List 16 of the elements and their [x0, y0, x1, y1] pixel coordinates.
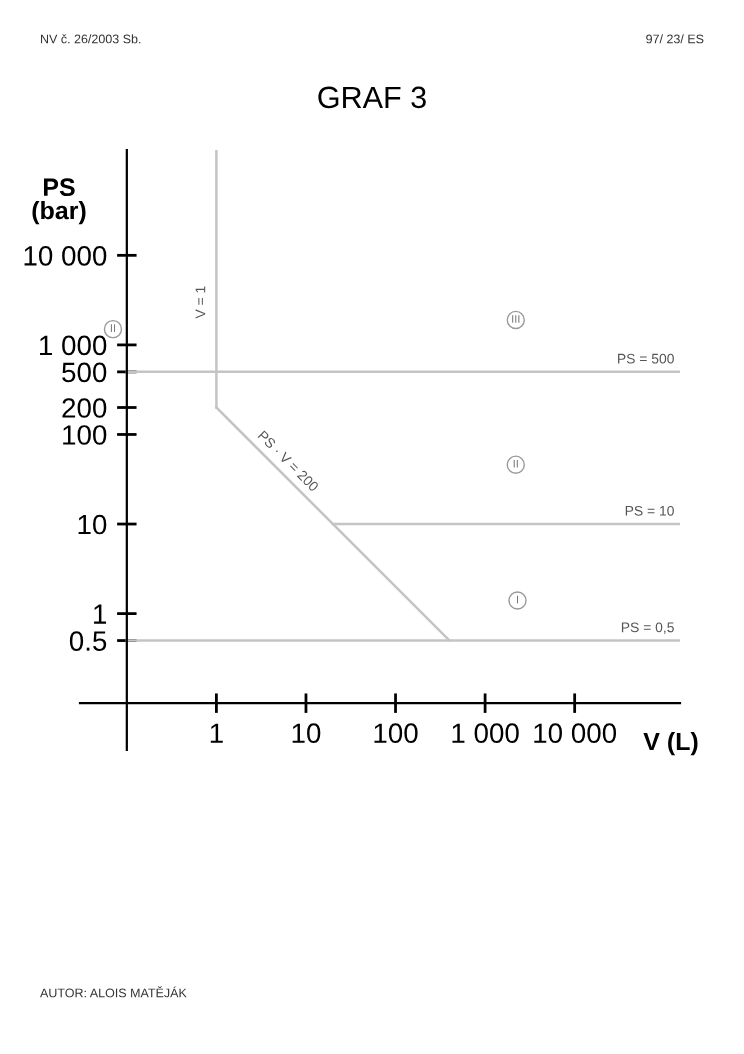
x-axis-title: V (L)	[643, 732, 698, 756]
x-tick-label: 10 000	[534, 723, 617, 744]
y-tick-label: 10	[78, 514, 107, 535]
y-tick-label: 0.5	[69, 631, 107, 651]
y-tick-label: 1 000	[40, 335, 107, 356]
y-tick-label: 1	[94, 604, 107, 624]
x-tick-label: 10	[292, 723, 321, 744]
y-tick-label: 10 000	[24, 246, 107, 266]
x-tick-label: 100	[374, 723, 418, 744]
y-tick-label: 100	[63, 425, 107, 445]
x-tick-label: 1	[210, 723, 223, 743]
chart-title: GRAF 3	[318, 86, 426, 109]
y-tick-label: 500	[62, 362, 107, 383]
y-axis-title: PS (bar)	[32, 178, 86, 225]
y-tick-label: 200	[62, 398, 107, 418]
x-tick-label: 1 000	[452, 723, 519, 744]
